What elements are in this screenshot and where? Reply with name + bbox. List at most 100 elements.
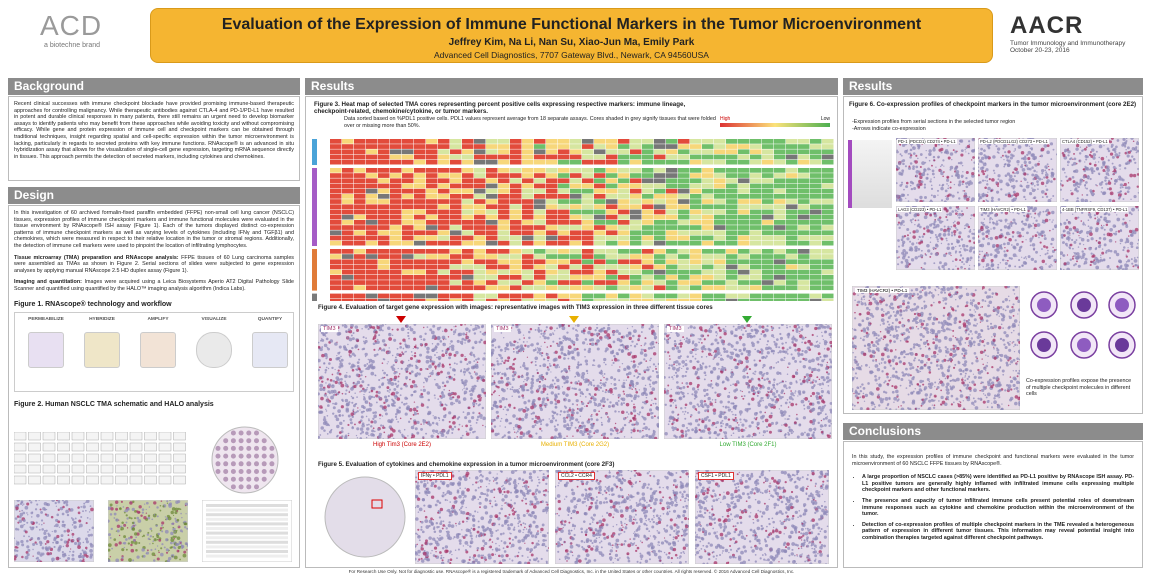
cell-dot — [348, 391, 351, 394]
cell-dot — [627, 413, 630, 415]
heatmap-cell — [822, 240, 834, 246]
cell-dot — [373, 420, 377, 424]
heatmap-cell — [642, 149, 654, 155]
cell-dot — [460, 353, 464, 358]
heatmap-cell — [390, 154, 402, 160]
heatmap-cell — [786, 225, 798, 230]
cell-dot — [618, 431, 621, 434]
cell-dot — [738, 348, 742, 353]
cell-dot — [393, 375, 398, 380]
cell-dot — [567, 399, 571, 403]
cell-dot — [69, 550, 71, 553]
heatmap-cell — [714, 298, 726, 301]
cell-dot — [497, 345, 501, 349]
heatmap-cell — [690, 293, 702, 299]
cell-dot — [340, 383, 345, 388]
cell-dot — [757, 377, 761, 381]
cell-dot — [790, 432, 793, 435]
cell-dot — [434, 345, 438, 348]
heatmap-cell — [366, 188, 378, 194]
heatmap-cell — [678, 275, 690, 280]
cell-dot — [23, 535, 25, 538]
heatmap-cell — [822, 254, 834, 259]
tma-core — [71, 453, 85, 463]
cell-dot — [451, 427, 455, 431]
cell-dot — [553, 351, 556, 354]
cell-dot — [161, 521, 165, 525]
tma-core — [28, 432, 41, 441]
cell-dot — [562, 416, 566, 420]
cell-dot — [820, 430, 824, 434]
cell-dot — [825, 376, 830, 380]
cell-dot — [77, 506, 80, 509]
cell-dot — [327, 423, 329, 426]
heatmap-cell — [426, 220, 438, 225]
cell-dot — [606, 326, 611, 331]
cell-dot — [65, 543, 69, 548]
cell-dot — [509, 383, 512, 386]
cell-dot — [820, 428, 822, 431]
cell-dot — [498, 399, 502, 403]
cell-dot — [378, 413, 382, 417]
cell-dot — [387, 326, 391, 331]
cell-dot — [566, 410, 570, 413]
tma-spot — [215, 461, 221, 467]
heatmap-cell — [762, 280, 774, 285]
cell-dot — [347, 432, 350, 435]
cell-dot — [703, 388, 707, 393]
cell-dot — [807, 400, 810, 403]
cell-dot — [684, 403, 688, 407]
cell-dot — [742, 370, 744, 372]
heatmap-cell — [774, 293, 786, 299]
cell-dot — [324, 371, 327, 374]
tma-core — [57, 432, 70, 441]
cell-dot — [391, 334, 394, 337]
cell-dot — [727, 406, 730, 409]
cell-dot — [466, 363, 469, 366]
cell-dot — [588, 393, 591, 396]
cell-dot — [669, 394, 673, 398]
cell-dot — [129, 501, 133, 505]
cell-dot — [590, 332, 594, 337]
heatmap-cell — [690, 168, 702, 173]
cell-dot — [55, 556, 60, 561]
cell-dot — [715, 331, 718, 334]
cell-dot — [626, 373, 628, 376]
cell-dot — [811, 358, 815, 363]
cell-dot — [329, 339, 334, 343]
heatmap-cell — [426, 204, 438, 210]
cell-dot — [786, 352, 789, 355]
cell-dot — [423, 423, 425, 425]
table-row — [206, 536, 288, 540]
cell-dot — [452, 421, 456, 425]
cell-dot — [552, 437, 557, 439]
heatmap-cell — [366, 269, 378, 275]
heatmap-cell — [546, 293, 558, 299]
heatmap-cell — [462, 159, 474, 165]
heatmap-cell — [450, 144, 462, 149]
heatmap-cell — [594, 139, 606, 144]
cell-dot — [655, 371, 658, 373]
heatmap-cell — [798, 188, 810, 194]
heatmap-cell — [342, 264, 354, 270]
cell-dot — [382, 348, 386, 352]
cell-dot — [15, 541, 20, 546]
cell-dot — [741, 333, 745, 336]
cell-dot — [680, 407, 683, 410]
cell-dot — [170, 531, 174, 536]
heatmap-cell — [702, 199, 714, 204]
cell-dot — [736, 362, 740, 366]
cell-dot — [596, 384, 600, 388]
cell-dot — [427, 375, 430, 378]
tma-core — [144, 464, 157, 474]
heatmap-cell — [546, 298, 558, 301]
heatmap-cell — [330, 298, 342, 301]
heatmap-cell — [714, 249, 726, 254]
heatmap-cell — [510, 159, 522, 165]
tma-schematic — [14, 432, 186, 485]
cell-dot — [826, 347, 830, 351]
cell-dot — [563, 381, 566, 385]
heatmap-cell — [666, 144, 678, 149]
cell-dot — [534, 424, 537, 427]
cell-dot — [368, 358, 373, 363]
